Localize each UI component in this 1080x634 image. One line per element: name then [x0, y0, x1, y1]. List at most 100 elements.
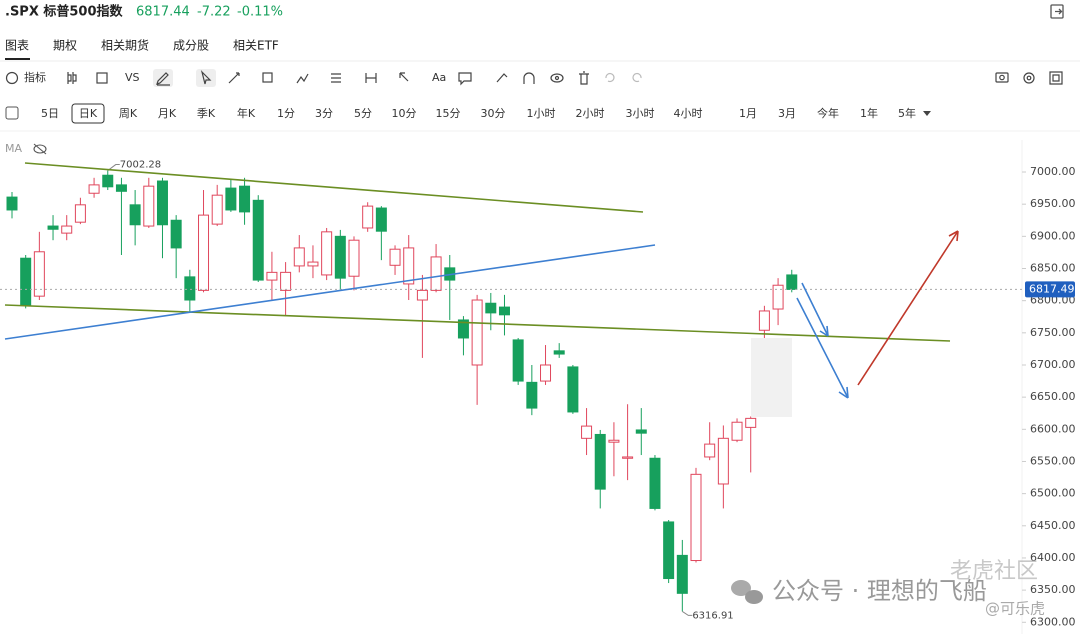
- period-button[interactable]: 2小时: [576, 107, 605, 120]
- low-label: 6316.91: [692, 610, 733, 621]
- rect-icon[interactable]: [262, 72, 273, 83]
- trend-line-blue: [4, 244, 656, 340]
- period-button[interactable]: 月K: [158, 107, 177, 120]
- y-tick-label: 6850.00: [1030, 262, 1076, 275]
- candle-body: [184, 276, 196, 301]
- candle-body: [581, 425, 593, 439]
- period-button[interactable]: 15分: [436, 107, 461, 120]
- brush-icon[interactable]: [496, 73, 508, 83]
- arrow-down-short: [801, 282, 829, 337]
- candle-body: [430, 256, 442, 291]
- period-button[interactable]: 1月: [739, 107, 757, 120]
- toolbar: [5, 69, 1063, 87]
- leader-line: [682, 610, 693, 616]
- period-button[interactable]: 日K: [79, 107, 98, 120]
- high-label: 7002.28: [120, 160, 161, 171]
- period-bar: 5日 日K 周K 月K 季K 年K 1分 3分 5分 10分 15分 30分 1小时 2小时 3小时 4小时 1…: [5, 103, 931, 124]
- settings-icon[interactable]: [1023, 72, 1035, 84]
- camera-icon[interactable]: [995, 72, 1009, 83]
- exit-icon[interactable]: [1050, 4, 1064, 19]
- arrow-icon[interactable]: [399, 72, 409, 82]
- redo-icon[interactable]: [632, 72, 642, 83]
- y-tick-label: 6900.00: [1030, 229, 1076, 242]
- hide-icon[interactable]: [33, 143, 47, 155]
- fib-icon[interactable]: [331, 73, 341, 83]
- tab[interactable]: 图表: [5, 39, 29, 53]
- y-tick-label: 6750.00: [1030, 326, 1076, 339]
- symbol: .SPX 标普500指数: [5, 4, 124, 20]
- candle-body: [375, 207, 387, 232]
- trend-line-upper: [24, 162, 644, 213]
- candle-body: [362, 205, 374, 229]
- candle-body: [280, 271, 292, 291]
- candle-body: [211, 194, 223, 225]
- text-tool[interactable]: Aa: [432, 71, 446, 84]
- cursor-icon[interactable]: [200, 70, 212, 85]
- tab[interactable]: 相关期货: [101, 38, 149, 53]
- period-button[interactable]: 10分: [392, 107, 417, 120]
- measure-icon[interactable]: [365, 73, 377, 83]
- candle-body: [594, 433, 606, 490]
- tab[interactable]: 成分股: [173, 39, 209, 53]
- magnet-icon[interactable]: [523, 72, 535, 84]
- shape-icon[interactable]: [96, 72, 108, 84]
- y-tick-label: 6300.00: [1030, 615, 1076, 628]
- undo-icon[interactable]: [605, 72, 615, 83]
- period-button[interactable]: 5年: [898, 106, 916, 120]
- draw-active[interactable]: [153, 69, 173, 87]
- indicator-button[interactable]: 指标: [24, 70, 46, 84]
- eye-icon[interactable]: [550, 73, 564, 83]
- candle-body: [115, 184, 127, 192]
- trash-icon[interactable]: [579, 71, 589, 85]
- note-icon[interactable]: [458, 72, 472, 86]
- period-button[interactable]: 4小时: [674, 107, 703, 120]
- candle-body: [61, 225, 73, 234]
- period-button[interactable]: 1小时: [527, 107, 556, 120]
- fullscreen-icon[interactable]: [1049, 71, 1063, 85]
- candle-body: [649, 457, 661, 509]
- period-button[interactable]: 今年: [817, 106, 839, 120]
- candle-body: [567, 366, 579, 413]
- period-button[interactable]: 5分: [354, 107, 372, 120]
- period-button[interactable]: 季K: [197, 107, 216, 120]
- period-button[interactable]: 30分: [481, 107, 506, 120]
- candle-body: [416, 289, 428, 301]
- tab[interactable]: 相关ETF: [233, 39, 279, 53]
- period-button[interactable]: 1分: [277, 107, 295, 120]
- period-button[interactable]: 3分: [315, 107, 333, 120]
- candle-body: [143, 185, 155, 227]
- period-button[interactable]: 1年: [860, 106, 878, 120]
- cursor-active[interactable]: [196, 69, 216, 87]
- candle-body: [156, 180, 168, 226]
- y-tick-label: 6650.00: [1030, 390, 1076, 403]
- pen-icon[interactable]: [156, 72, 170, 86]
- indicator-icon[interactable]: [5, 71, 19, 85]
- candle-body: [348, 239, 360, 277]
- watermark-author: @可乐虎: [985, 600, 1045, 618]
- tab[interactable]: 期权: [53, 39, 77, 53]
- period-button[interactable]: 5日: [41, 107, 59, 120]
- candle-icon[interactable]: [67, 72, 77, 84]
- candle-body: [512, 339, 524, 382]
- candle-body: [74, 204, 86, 223]
- candle-body: [334, 235, 346, 279]
- period-icon[interactable]: [5, 106, 19, 120]
- y-tick-label: 6550.00: [1030, 454, 1076, 467]
- dropdown-arrow[interactable]: [923, 111, 931, 116]
- change-pct: -0.11%: [237, 5, 283, 20]
- period-button[interactable]: 年K: [237, 106, 256, 120]
- period-button[interactable]: 周K: [119, 107, 138, 120]
- wechat-icon: [731, 580, 763, 604]
- candle-body: [403, 247, 415, 285]
- line-icon[interactable]: [228, 72, 240, 84]
- vs-button[interactable]: VS: [125, 71, 140, 84]
- wave-icon[interactable]: [296, 73, 309, 84]
- candle-body: [745, 417, 757, 428]
- period-button[interactable]: 3月: [778, 107, 796, 120]
- candle-body: [772, 284, 784, 310]
- watermark-account: 公众号 · 理想的飞船: [772, 577, 987, 605]
- drawings: [4, 162, 959, 417]
- candle-body: [47, 225, 59, 230]
- candle-body: [20, 257, 32, 306]
- period-button[interactable]: 3小时: [626, 107, 655, 120]
